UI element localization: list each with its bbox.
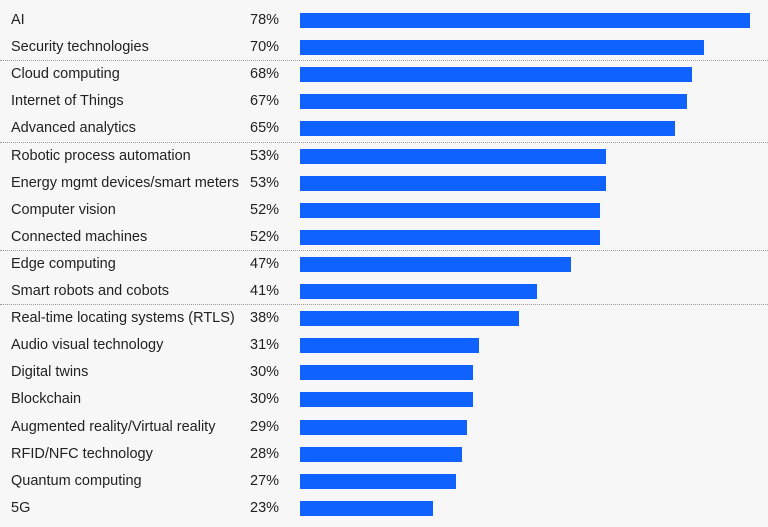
bar bbox=[300, 175, 606, 191]
value-label: 53% bbox=[250, 147, 280, 164]
value-label: 52% bbox=[250, 228, 280, 245]
bar-row: Augmented reality/Virtual reality 29% bbox=[0, 414, 768, 441]
bar bbox=[300, 148, 606, 164]
value-label: 53% bbox=[250, 174, 280, 191]
bar-row: 5G 23% bbox=[0, 495, 768, 522]
category-label: Smart robots and cobots bbox=[11, 283, 169, 299]
group-separator bbox=[0, 141, 768, 143]
category-label: 5G bbox=[11, 499, 31, 516]
bar bbox=[300, 13, 750, 28]
category-label: Robotic process automation bbox=[11, 147, 191, 164]
category-label: Digital twins bbox=[11, 364, 89, 381]
bar bbox=[300, 473, 456, 489]
value-label: 41% bbox=[250, 283, 280, 299]
value-label: 70% bbox=[250, 39, 280, 56]
category-label: Blockchain bbox=[11, 391, 82, 408]
category-label: RFID/NFC technology bbox=[11, 445, 153, 462]
bar bbox=[300, 365, 474, 381]
category-label: Real-time locating systems (RTLS) bbox=[11, 310, 235, 327]
value-label: 78% bbox=[250, 12, 280, 28]
bar-row: Computer vision 52% bbox=[0, 197, 768, 224]
bar-row: Connected machines 52% bbox=[0, 224, 768, 251]
category-label: Security technologies bbox=[11, 39, 149, 56]
value-label: 27% bbox=[250, 472, 280, 489]
bar bbox=[300, 284, 537, 299]
category-label: Quantum computing bbox=[11, 472, 142, 489]
bar bbox=[300, 419, 468, 435]
bar-row: Digital twins 30% bbox=[0, 359, 768, 386]
value-label: 29% bbox=[250, 418, 280, 435]
category-label: Audio visual technology bbox=[11, 337, 164, 354]
bar bbox=[300, 338, 479, 354]
bar bbox=[300, 94, 687, 110]
bar bbox=[300, 40, 704, 56]
value-label: 68% bbox=[250, 66, 280, 83]
category-label: Edge computing bbox=[11, 255, 116, 272]
value-label: 28% bbox=[250, 445, 280, 462]
value-label: 30% bbox=[250, 391, 280, 408]
bar bbox=[300, 121, 675, 137]
bar-row: Smart robots and cobots 41% bbox=[0, 278, 768, 305]
value-label: 31% bbox=[250, 337, 280, 354]
group-separator bbox=[0, 249, 768, 251]
value-label: 30% bbox=[250, 364, 280, 381]
bar bbox=[300, 446, 462, 462]
value-label: 47% bbox=[250, 255, 280, 272]
bar-row: AI 78% bbox=[0, 7, 768, 34]
category-label: Advanced analytics bbox=[11, 120, 136, 137]
category-label: Computer vision bbox=[11, 201, 116, 218]
bar bbox=[300, 229, 600, 245]
category-label: Cloud computing bbox=[11, 66, 120, 83]
bar-row: Robotic process automation 53% bbox=[0, 143, 768, 170]
bar-row: Energy mgmt devices/smart meters 53% bbox=[0, 170, 768, 197]
bar bbox=[300, 202, 600, 218]
bar-row: Edge computing 47% bbox=[0, 251, 768, 278]
category-label: Connected machines bbox=[11, 228, 148, 245]
category-label: Augmented reality/Virtual reality bbox=[11, 418, 216, 435]
bar-row: Internet of Things 67% bbox=[0, 88, 768, 115]
category-label: Internet of Things bbox=[11, 93, 124, 110]
group-separator bbox=[0, 60, 768, 62]
value-label: 52% bbox=[250, 201, 280, 218]
bar bbox=[300, 256, 572, 272]
bar bbox=[300, 67, 693, 83]
bar-row: Cloud computing 68% bbox=[0, 61, 768, 88]
bar bbox=[300, 311, 520, 327]
bar-row: RFID/NFC technology 28% bbox=[0, 441, 768, 468]
value-label: 23% bbox=[250, 499, 280, 516]
bar-row: Quantum computing 27% bbox=[0, 468, 768, 495]
value-label: 38% bbox=[250, 310, 280, 327]
group-separator bbox=[0, 304, 768, 306]
category-label: Energy mgmt devices/smart meters bbox=[11, 174, 240, 191]
bar-row: Real-time locating systems (RTLS) 38% bbox=[0, 305, 768, 332]
value-label: 67% bbox=[250, 93, 280, 110]
bar bbox=[300, 500, 433, 516]
bar-row: Blockchain 30% bbox=[0, 386, 768, 413]
bar-row: Advanced analytics 65% bbox=[0, 115, 768, 142]
bar bbox=[300, 392, 474, 408]
value-label: 65% bbox=[250, 120, 280, 137]
bar-row: Security technologies 70% bbox=[0, 34, 768, 61]
bar-row: Audio visual technology 31% bbox=[0, 332, 768, 359]
category-label: AI bbox=[11, 12, 25, 28]
